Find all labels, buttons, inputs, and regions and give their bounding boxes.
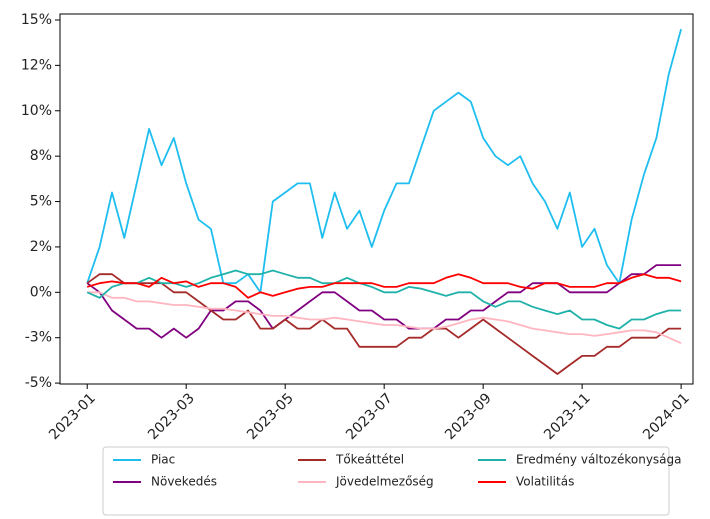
legend-label: Növekedés	[151, 475, 217, 489]
legend-label: Jövedelmezőség	[335, 475, 434, 489]
y-tick-label: -5%	[25, 375, 52, 391]
plot-frame	[59, 13, 694, 385]
x-tick-label: 2023-11	[541, 390, 594, 443]
y-tick-label: 0%	[30, 284, 52, 300]
legend-label: Volatilitás	[516, 475, 574, 489]
y-tick-label: 10%	[21, 103, 52, 119]
y-tick-label: 8%	[30, 148, 52, 164]
y-tick-label: 12%	[21, 57, 52, 73]
legend-label: Eredmény változékonysága	[516, 453, 682, 467]
x-tick-label: 2023-09	[442, 390, 495, 443]
series-line	[87, 291, 682, 345]
series-line	[86, 28, 682, 294]
series-line	[86, 264, 682, 339]
x-tick-label: 2024-01	[640, 390, 693, 443]
legend: Piac Növekedés Tőkeáttétel Jövedelmezőség Er…	[102, 446, 682, 516]
x-tick-label: 2023-07	[343, 390, 396, 443]
y-tick-label: 15%	[21, 12, 52, 28]
x-tick-label: 2023-05	[244, 390, 297, 443]
legend-frame	[102, 446, 670, 516]
series-line	[86, 269, 682, 330]
y-tick-label: -3%	[25, 330, 52, 346]
y-tick-label: 2%	[30, 239, 52, 255]
series-line	[86, 273, 682, 375]
x-tick-label: 2023-01	[46, 390, 99, 443]
series-line	[86, 273, 682, 299]
legend-label: Tőkeáttétel	[335, 453, 404, 467]
x-tick-label: 2023-03	[145, 390, 198, 443]
y-tick-label: 5%	[30, 194, 52, 210]
legend-label: Piac	[151, 453, 175, 467]
